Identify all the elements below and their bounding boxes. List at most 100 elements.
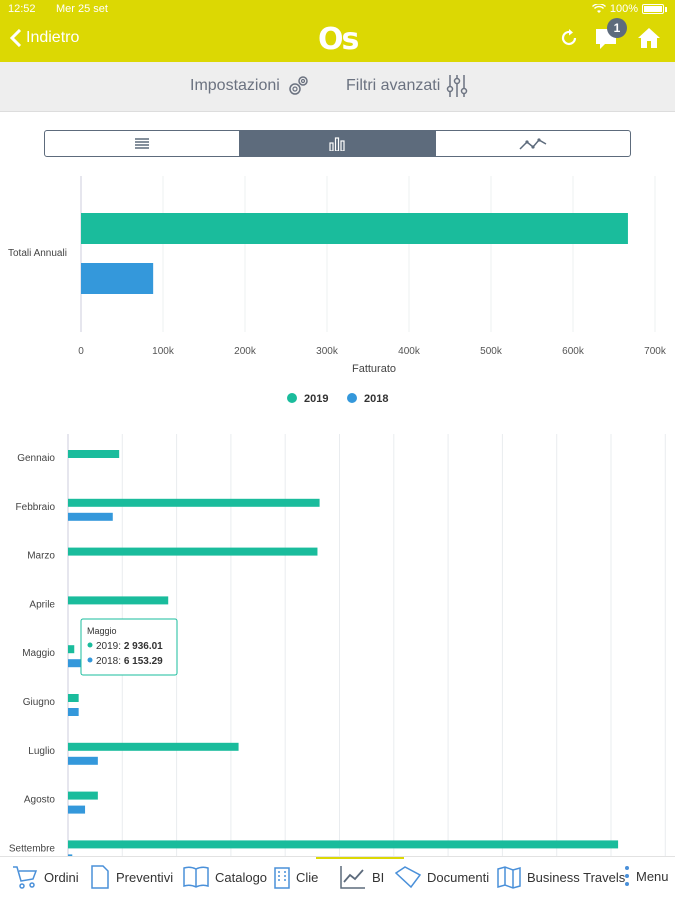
x-tick-label: 600k [562, 346, 585, 357]
tab-preventivi[interactable]: Preventivi [90, 865, 173, 889]
sliders-icon [447, 75, 468, 97]
line-chart-icon [519, 137, 547, 150]
month-label: Settembre [9, 843, 56, 854]
wifi-icon [591, 4, 606, 13]
map-icon [497, 866, 521, 889]
active-tab-indicator [316, 857, 404, 859]
bar-2018-agosto [68, 805, 86, 814]
status-bar: 12:52 Mer 25 set 100% [0, 0, 675, 18]
status-right: 100% [591, 3, 667, 15]
top-bar: 12:52 Mer 25 set 100% Indietro Os 1 [0, 0, 675, 62]
legend-label-2019: 2019 [304, 393, 328, 405]
bar-2019-settembre [68, 840, 619, 849]
month-label: Agosto [24, 795, 56, 806]
monthly-chart: Gennaio Febbraio Marzo Aprile Maggio Giugno Lu… [9, 434, 666, 856]
bar-2019-luglio [68, 742, 239, 751]
tab-menu[interactable]: Menu [624, 865, 669, 887]
bar-chart-view-tab[interactable] [239, 131, 435, 156]
tab-label: Business Travels [527, 869, 626, 885]
x-tick-label: 100k [152, 346, 175, 357]
x-tick-label: 0 [78, 346, 84, 357]
book-icon [183, 866, 209, 888]
back-button[interactable]: Indietro [10, 29, 79, 47]
battery-tip [665, 6, 667, 12]
tooltip-marker-2018 [87, 657, 93, 663]
status-time: 12:52 [8, 3, 36, 15]
legend-marker-2019 [287, 393, 297, 403]
tab-label: Ordini [44, 869, 79, 885]
tooltip-row-2018: 2018: 6 153.29 [96, 656, 163, 667]
home-icon [638, 28, 660, 48]
month-label: Giugno [23, 697, 56, 708]
refresh-icon [561, 29, 577, 46]
sub-toolbar: Impostazioni Filtri avanzati [0, 62, 675, 112]
bar-2019-febbraio [68, 498, 320, 507]
tab-bi[interactable]: BI [340, 865, 384, 889]
legend-label-2018: 2018 [364, 393, 388, 405]
settings-button[interactable]: Impostazioni [190, 74, 310, 98]
month-label: Marzo [27, 551, 55, 562]
month-label: Gennaio [17, 453, 55, 464]
bar-2019-aprile [68, 596, 169, 605]
tab-clienti[interactable]: Clie [274, 865, 318, 889]
bar-2018-giugno [68, 708, 79, 716]
line-chart-view-tab[interactable] [434, 131, 630, 156]
tab-ordini[interactable]: Ordini [12, 865, 79, 889]
bottom-tab-bar: Ordini Preventivi Catalogo Clie BI Docum… [0, 856, 675, 900]
tab-business-travels[interactable]: Business Travels [497, 865, 625, 889]
chart-tooltip: Maggio 2019: 2 936.01 2018: 6 153.29 [80, 618, 178, 676]
tab-label: BI [372, 869, 385, 885]
tooltip-row-2019: 2019: 2 936.01 [96, 641, 163, 652]
month-label: Aprile [29, 599, 55, 610]
notifications-button[interactable]: 1 [595, 18, 627, 55]
chart-icon [340, 866, 365, 889]
filters-label: Filtri avanzati [346, 77, 441, 94]
battery-percent: 100% [609, 3, 638, 15]
month-label: Maggio [22, 648, 55, 659]
bar-2019-giugno [68, 694, 79, 702]
bar-2018-febbraio [68, 512, 113, 521]
folder-icon [395, 866, 421, 889]
document-icon [91, 865, 109, 889]
annual-totals-chart: 0 100k 200k 300k 400k 500k 600k 700k Totali Annu… [8, 176, 667, 405]
month-label: Febbraio [16, 502, 56, 513]
battery-icon [642, 4, 664, 14]
bar-2018-maggio [68, 659, 82, 668]
x-tick-label: 400k [398, 346, 421, 357]
tab-label: Clie [296, 869, 319, 885]
bar-2019-gennaio [68, 450, 120, 458]
bar-2018-luglio [68, 756, 98, 765]
home-button[interactable] [637, 27, 661, 54]
x-axis-label: Fatturato [352, 363, 396, 375]
tooltip-box [80, 618, 178, 676]
bar-2019-maggio [68, 645, 75, 654]
tab-label: Menu [636, 868, 669, 884]
category-label: Totali Annuali [8, 248, 67, 259]
tab-label: Preventivi [116, 869, 174, 885]
bar-2018 [81, 263, 154, 294]
notification-badge: 1 [607, 18, 627, 38]
bar-2019-agosto [68, 791, 98, 800]
table-view-tab[interactable] [45, 131, 239, 156]
app-logo: Os [318, 22, 359, 57]
building-icon [274, 867, 290, 889]
tab-label: Catalogo [215, 869, 268, 885]
tooltip-marker-2019 [87, 642, 93, 648]
x-tick-label: 500k [480, 346, 503, 357]
legend-marker-2018 [347, 393, 357, 403]
tooltip-title: Maggio [87, 626, 117, 636]
advanced-filters-button[interactable]: Filtri avanzati [346, 74, 468, 98]
tab-documenti[interactable]: Documenti [395, 865, 489, 889]
refresh-button[interactable] [559, 28, 579, 53]
view-mode-selector [44, 130, 631, 157]
x-tick-label: 200k [234, 346, 257, 357]
tab-catalogo[interactable]: Catalogo [183, 865, 267, 889]
bar-2018-settembre [68, 854, 73, 856]
bar-2019-marzo [68, 547, 318, 556]
settings-label: Impostazioni [190, 77, 280, 94]
gears-icon [289, 76, 308, 95]
chevron-left-icon [10, 29, 22, 47]
x-tick-label: 300k [316, 346, 339, 357]
nav-actions: 1 [559, 18, 661, 55]
bar-chart-icon [329, 136, 346, 151]
